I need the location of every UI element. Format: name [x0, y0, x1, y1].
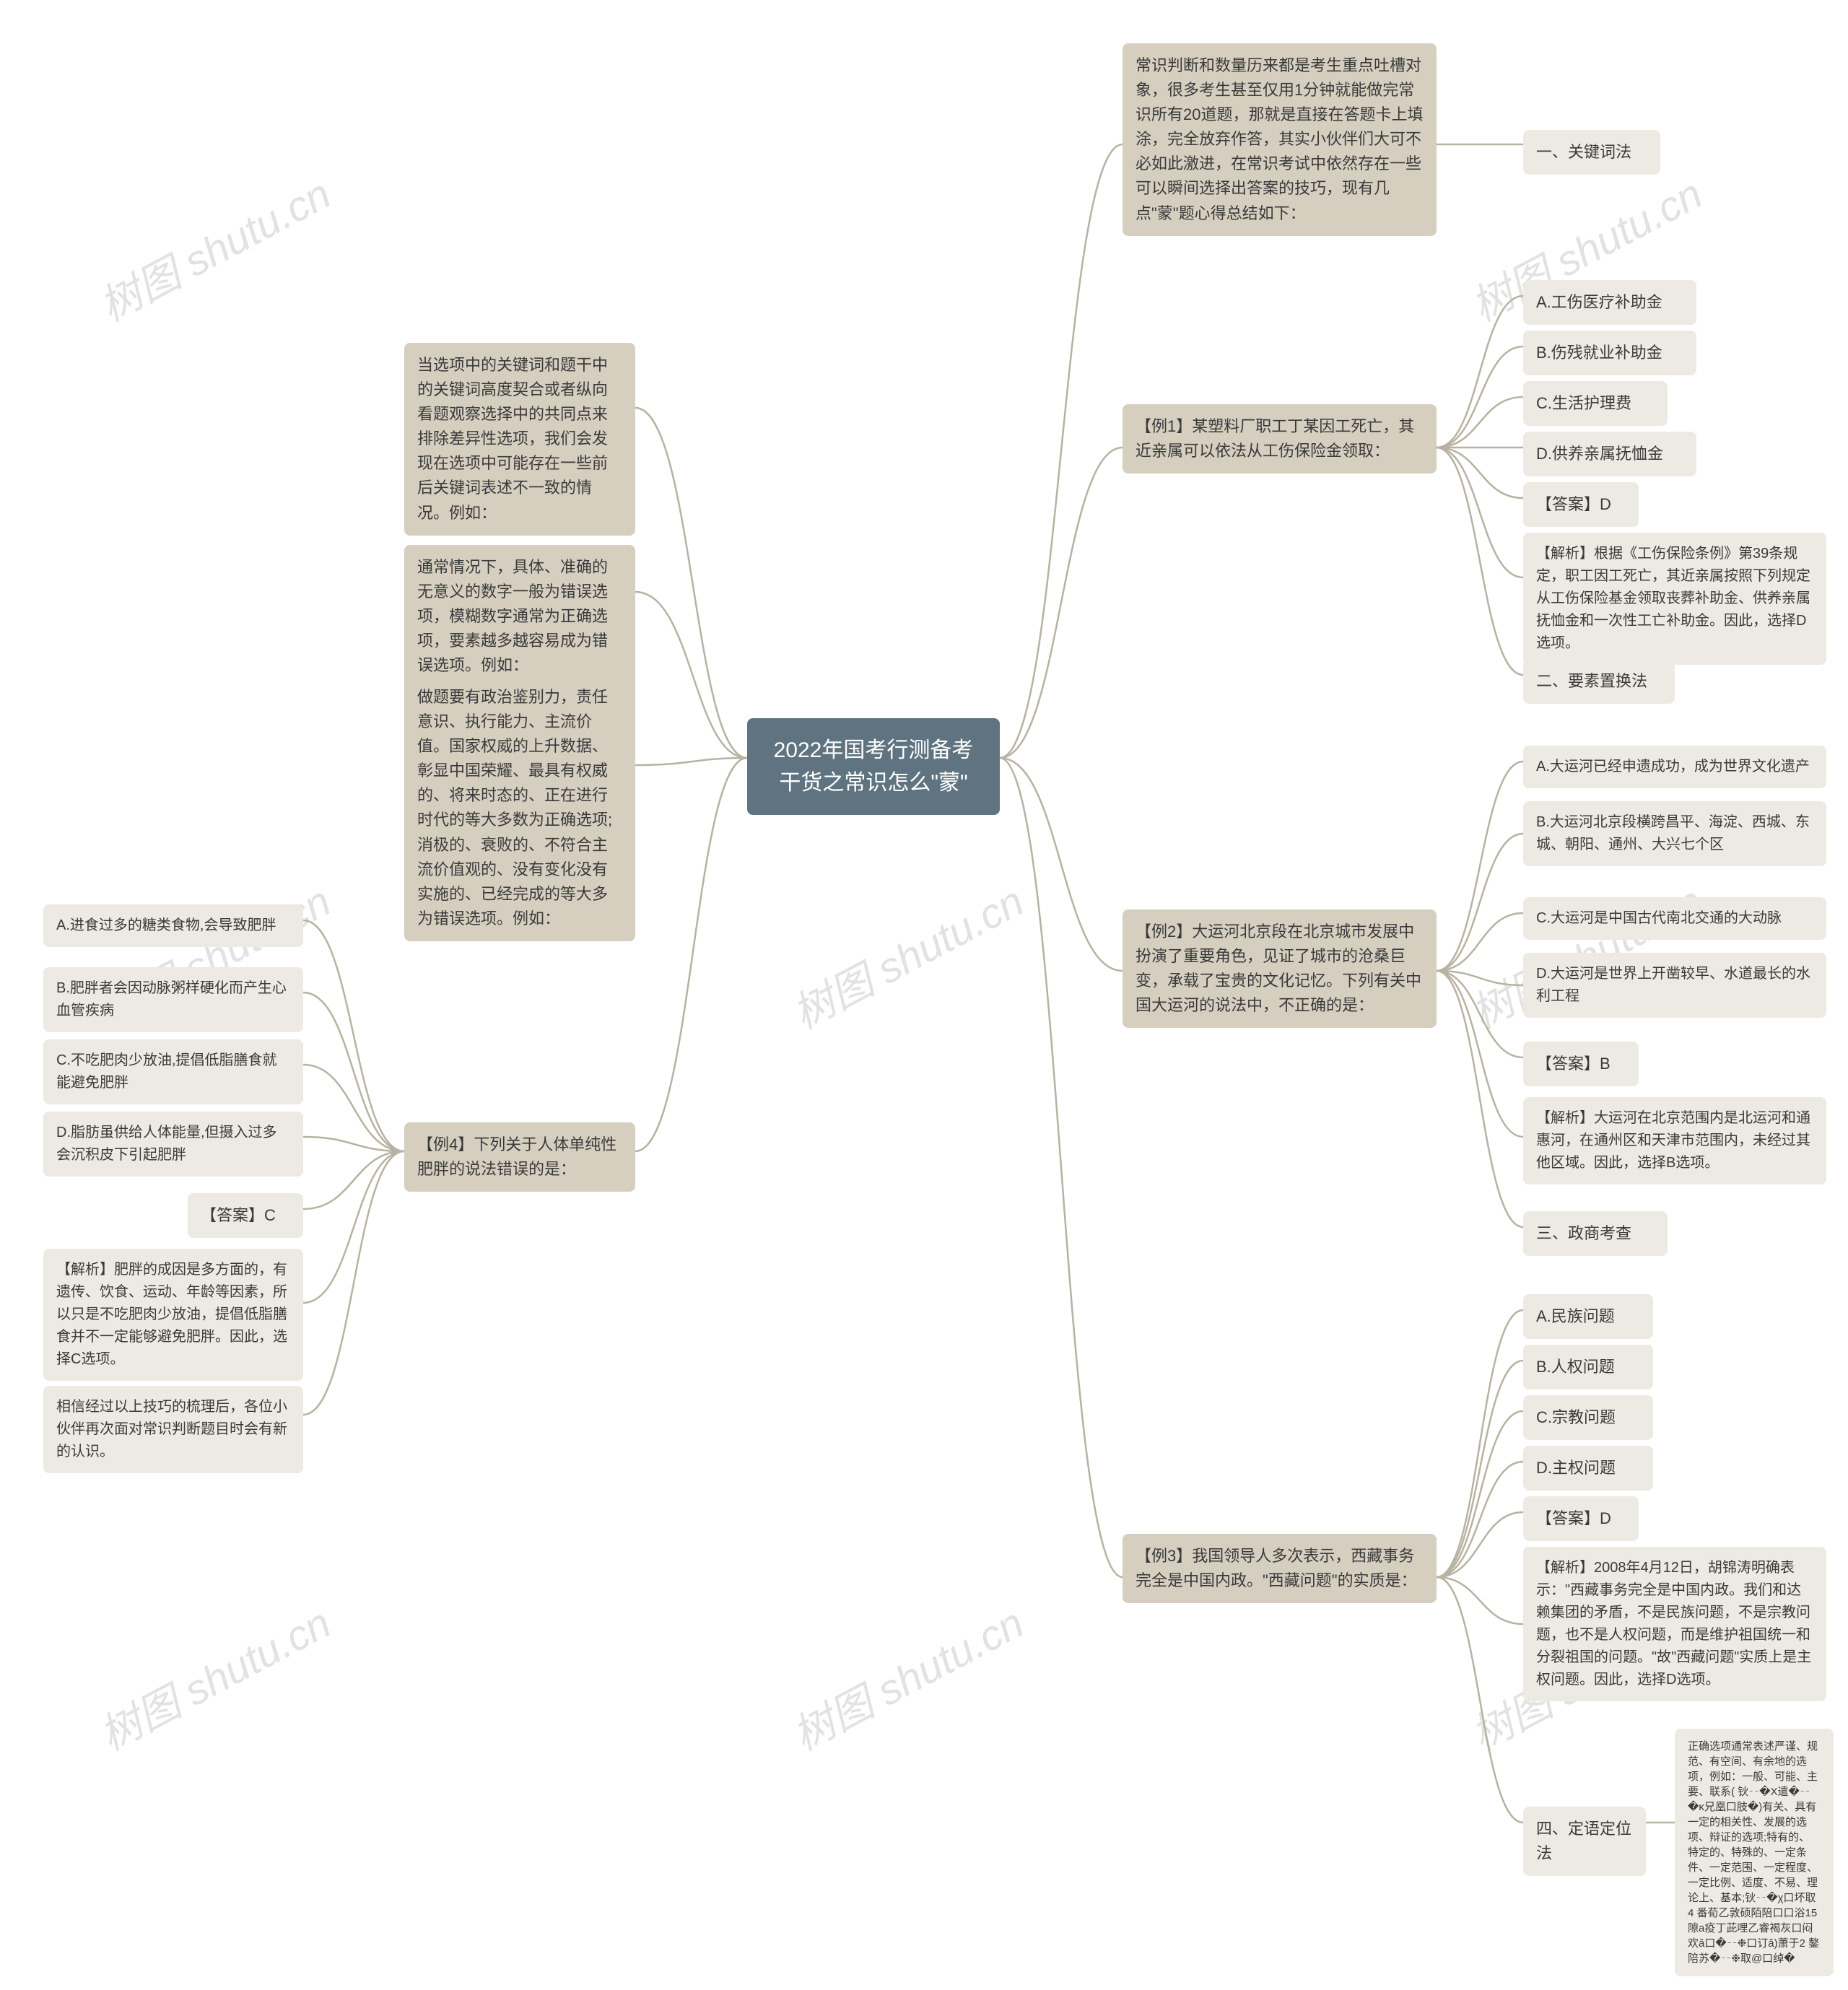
leaf-r2c3: D.大运河是世界上开凿较早、水道最长的水利工程 — [1523, 953, 1826, 1018]
leaf-r3c3: D.主权问题 — [1523, 1446, 1653, 1491]
leaf-r2c6: 三、政商考查 — [1523, 1211, 1668, 1256]
branch-l3: 【例4】下列关于人体单纯性肥胖的说法错误的是： — [404, 1122, 635, 1192]
leaf-r1c2: C.生活护理费 — [1523, 381, 1668, 426]
leaf-r2c1: B.大运河北京段横跨昌平、海淀、西城、东城、朝阳、通州、大兴七个区 — [1523, 801, 1826, 866]
leaf-r1c5: 【解析】根据《工伤保险条例》第39条规定，职工因工死亡，其近亲属按照下列规定从工… — [1523, 533, 1826, 665]
leaf-l3c2: C.不吃肥肉少放油,提倡低脂膳食就能避免肥胖 — [43, 1039, 303, 1104]
leaf-r3c0: A.民族问题 — [1523, 1294, 1653, 1339]
branch-r1: 【例1】某塑料厂职工丁某因工死亡，其近亲属可以依法从工伤保险金领取： — [1123, 404, 1437, 474]
leaf-r1c6: 二、要素置换法 — [1523, 659, 1675, 704]
watermark: 树图 shutu.cn — [87, 160, 340, 333]
leaf-r3c5: 【解析】2008年4月12日，胡锦涛明确表示："西藏事务完全是中国内政。我们和达… — [1523, 1547, 1826, 1701]
leaf-r3c6c0: 正确选项通常表述严谨、规范、有空间、有余地的选项，例如：一般、可能、主要、联系(… — [1675, 1729, 1834, 1976]
leaf-r1c4: 【答案】D — [1523, 482, 1639, 527]
branch-r3: 【例3】我国领导人多次表示，西藏事务完全是中国内政。"西藏问题"的实质是： — [1123, 1534, 1437, 1603]
leaf-r2c0: A.大运河已经申遗成功，成为世界文化遗产 — [1523, 746, 1826, 788]
center-node: 2022年国考行测备考干货之常识怎么"蒙" — [747, 718, 1000, 815]
leaf-r0c0: 一、关键词法 — [1523, 130, 1660, 175]
leaf-l3c3: D.脂肪虽供给人体能量,但摄入过多会沉积皮下引起肥胖 — [43, 1112, 303, 1177]
leaf-r1c0: A.工伤医疗补助金 — [1523, 280, 1696, 325]
watermark: 树图 shutu.cn — [780, 868, 1033, 1040]
leaf-r2c2: C.大运河是中国古代南北交通的大动脉 — [1523, 897, 1826, 940]
leaf-l3c4: 【答案】C — [188, 1193, 303, 1238]
leaf-r3c6: 四、定语定位法 — [1523, 1807, 1646, 1876]
leaf-l3c6: 相信经过以上技巧的梳理后，各位小伙伴再次面对常识判断题目时会有新的认识。 — [43, 1386, 303, 1473]
branch-r2: 【例2】大运河北京段在北京城市发展中扮演了重要角色，见证了城市的沧桑巨变，承载了… — [1123, 909, 1437, 1028]
branch-l1: 通常情况下，具体、准确的无意义的数字一般为错误选项，模糊数字通常为正确选项，要素… — [404, 545, 635, 688]
leaf-l3c0: A.进食过多的糖类食物,会导致肥胖 — [43, 904, 303, 947]
leaf-r1c1: B.伤残就业补助金 — [1523, 331, 1696, 375]
leaf-r1c3: D.供养亲属抚恤金 — [1523, 432, 1696, 476]
watermark: 树图 shutu.cn — [87, 1589, 340, 1762]
branch-r0: 常识判断和数量历来都是考生重点吐槽对象，很多考生甚至仅用1分钟就能做完常识所有2… — [1123, 43, 1437, 236]
branch-l2: 做题要有政治鉴别力，责任意识、执行能力、主流价值。国家权威的上升数据、彰显中国荣… — [404, 675, 635, 941]
leaf-r2c4: 【答案】B — [1523, 1042, 1639, 1086]
leaf-r3c1: B.人权问题 — [1523, 1345, 1653, 1389]
leaf-r2c5: 【解析】大运河在北京范围内是北运河和通惠河，在通州区和天津市范围内，未经过其他区… — [1523, 1097, 1826, 1184]
watermark: 树图 shutu.cn — [780, 1589, 1033, 1762]
leaf-r3c4: 【答案】D — [1523, 1496, 1639, 1541]
branch-l0: 当选项中的关键词和题干中的关键词高度契合或者纵向看题观察选择中的共同点来排除差异… — [404, 343, 635, 536]
leaf-r3c2: C.宗教问题 — [1523, 1395, 1653, 1440]
leaf-l3c1: B.肥胖者会因动脉粥样硬化而产生心血管疾病 — [43, 967, 303, 1032]
mindmap-canvas: 树图 shutu.cn 树图 shutu.cn 树图 shutu.cn 树图 s… — [0, 0, 1848, 1990]
leaf-l3c5: 【解析】肥胖的成因是多方面的，有遗传、饮食、运动、年龄等因素，所以只是不吃肥肉少… — [43, 1249, 303, 1381]
